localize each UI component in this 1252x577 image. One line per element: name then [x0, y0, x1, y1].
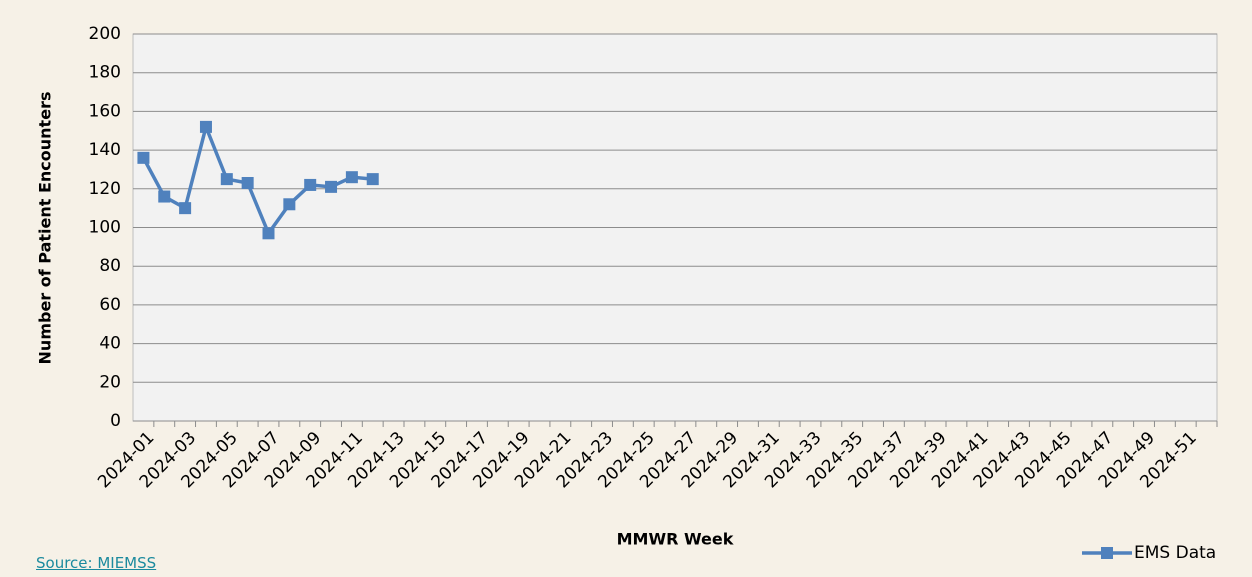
y-tick-label: 20: [99, 372, 121, 392]
y-tick-label: 100: [89, 218, 121, 238]
y-tick-label: 120: [89, 179, 121, 199]
y-tick-label: 140: [89, 140, 121, 160]
data-point: [283, 198, 296, 211]
y-tick-label: 0: [110, 411, 121, 431]
legend-label: EMS Data: [1134, 543, 1216, 563]
y-tick-label: 160: [89, 101, 121, 121]
data-point: [179, 202, 192, 215]
y-tick-label: 40: [99, 334, 121, 354]
data-point: [325, 180, 338, 193]
source-link[interactable]: Source: MIEMSS: [36, 554, 157, 572]
legend-marker: [1101, 547, 1113, 559]
data-point: [304, 178, 317, 191]
y-tick-label: 60: [99, 295, 121, 315]
data-point: [220, 173, 233, 186]
data-point: [158, 190, 171, 203]
data-point: [137, 151, 150, 164]
data-point: [199, 120, 212, 133]
y-axis-label: Number of Patient Encounters: [36, 92, 55, 365]
data-point: [241, 176, 254, 189]
y-tick-label: 80: [99, 256, 121, 276]
data-point: [262, 227, 275, 240]
data-point: [345, 171, 358, 184]
y-tick-label: 200: [89, 24, 121, 44]
x-axis-label: MMWR Week: [617, 530, 734, 549]
y-tick-label: 180: [89, 63, 121, 83]
data-point: [366, 173, 379, 186]
